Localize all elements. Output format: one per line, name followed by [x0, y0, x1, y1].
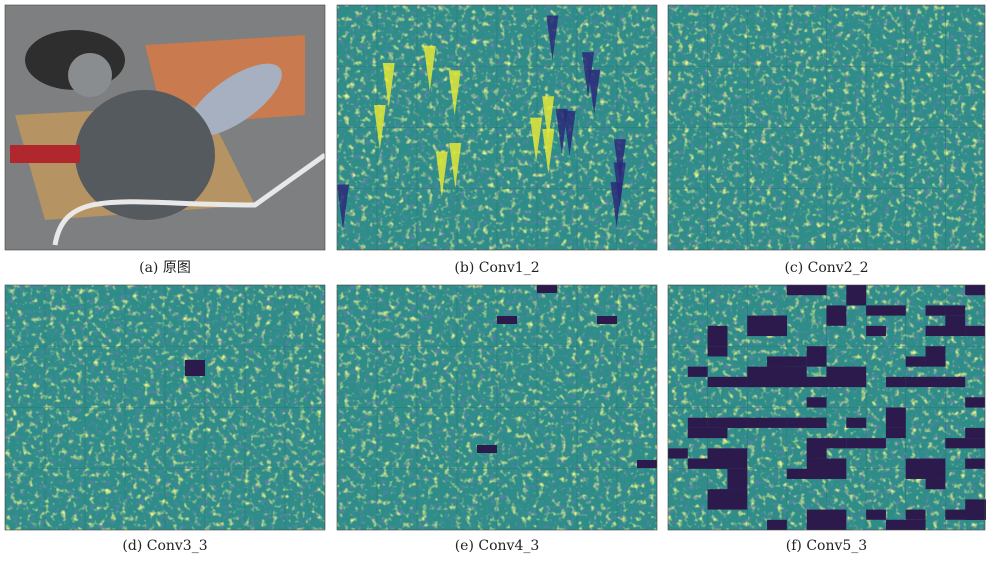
dead-activation [846, 418, 866, 428]
dead-activation [767, 316, 787, 336]
dead-activation [886, 408, 906, 428]
dead-activation [926, 346, 946, 366]
dead-activation [688, 459, 728, 469]
dead-activation [727, 489, 747, 499]
panel-caption: (d) Conv3_3 [122, 538, 207, 554]
dead-activation [477, 445, 497, 453]
dead-activation [906, 459, 946, 479]
dead-activation [926, 479, 946, 489]
panel [337, 285, 657, 530]
dead-activation [846, 285, 866, 305]
dead-activation [866, 326, 886, 336]
dead-activation [827, 305, 847, 325]
dead-activation [727, 469, 747, 489]
dead-activation [827, 438, 847, 448]
dead-activation [688, 428, 728, 438]
dead-activation [787, 285, 827, 295]
panel-caption: (e) Conv4_3 [455, 538, 540, 554]
dead-activation [886, 520, 926, 530]
panel [337, 5, 657, 250]
dead-activation [945, 438, 985, 448]
panel [668, 285, 986, 530]
dead-activation [886, 377, 906, 387]
panel-caption: (b) Conv1_2 [454, 260, 539, 276]
dead-activation [926, 305, 946, 315]
dead-activation [807, 397, 827, 407]
dead-activation [886, 428, 906, 438]
panel [668, 5, 985, 250]
dead-activation [807, 418, 827, 428]
dead-activation [807, 510, 847, 530]
panel-caption: (a) 原图 [139, 260, 191, 276]
dead-activation [668, 448, 688, 458]
panel-caption: (f) Conv5_3 [786, 538, 867, 554]
dead-activation [708, 346, 728, 356]
dead-activation [537, 285, 557, 293]
dead-activation [866, 305, 906, 315]
dead-activation [965, 285, 985, 295]
dead-activation [787, 469, 827, 479]
panel [5, 285, 325, 530]
dead-activation [787, 377, 827, 387]
dead-activation [708, 326, 728, 346]
dead-activation [747, 377, 767, 387]
dead-activation [497, 316, 517, 324]
panel [5, 5, 325, 250]
dead-activation [827, 367, 867, 387]
head [68, 53, 112, 97]
dead-activation [945, 326, 965, 336]
dead-activation [747, 418, 787, 428]
dead-activation [965, 510, 985, 520]
panel-caption: (c) Conv2_2 [784, 260, 868, 276]
dead-activation [965, 428, 985, 438]
dead-activation [708, 377, 748, 387]
dead-activation [727, 418, 747, 428]
dead-activation [688, 367, 708, 377]
dead-activation [807, 346, 827, 366]
dead-activation [906, 510, 926, 520]
dead-activation [965, 459, 985, 469]
dead-activation [637, 460, 657, 468]
dead-activation [807, 438, 827, 458]
figure: (a) 原图 (b) Conv1_2 (c) Conv2_2 (d) Conv3_3 (… [0, 0, 986, 557]
dead-activation [185, 360, 205, 376]
dead-activation [767, 520, 787, 530]
dead-activation [965, 326, 985, 336]
dead-activation [926, 377, 966, 387]
dead-activation [688, 418, 708, 428]
dead-activation [767, 356, 807, 366]
dead-activation [906, 356, 926, 366]
dead-activation [945, 305, 965, 315]
red-tank [10, 145, 80, 163]
dead-activation [866, 510, 886, 520]
dead-activation [965, 397, 985, 407]
dead-activation [597, 316, 617, 324]
dead-activation [846, 438, 886, 448]
